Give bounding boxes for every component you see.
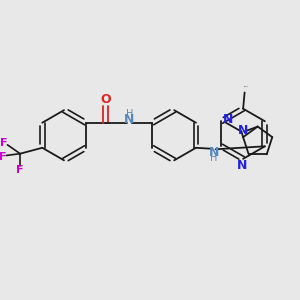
Text: N: N [236,159,247,172]
Text: F: F [0,152,6,162]
Text: N: N [238,124,248,136]
Text: H: H [210,152,217,163]
Text: F: F [0,138,8,148]
Text: N: N [124,113,135,126]
Text: N: N [208,146,219,159]
Text: methyl: methyl [244,86,248,87]
Text: N: N [223,113,233,126]
Text: O: O [100,93,111,106]
Text: F: F [16,165,24,175]
Text: H: H [126,110,133,119]
